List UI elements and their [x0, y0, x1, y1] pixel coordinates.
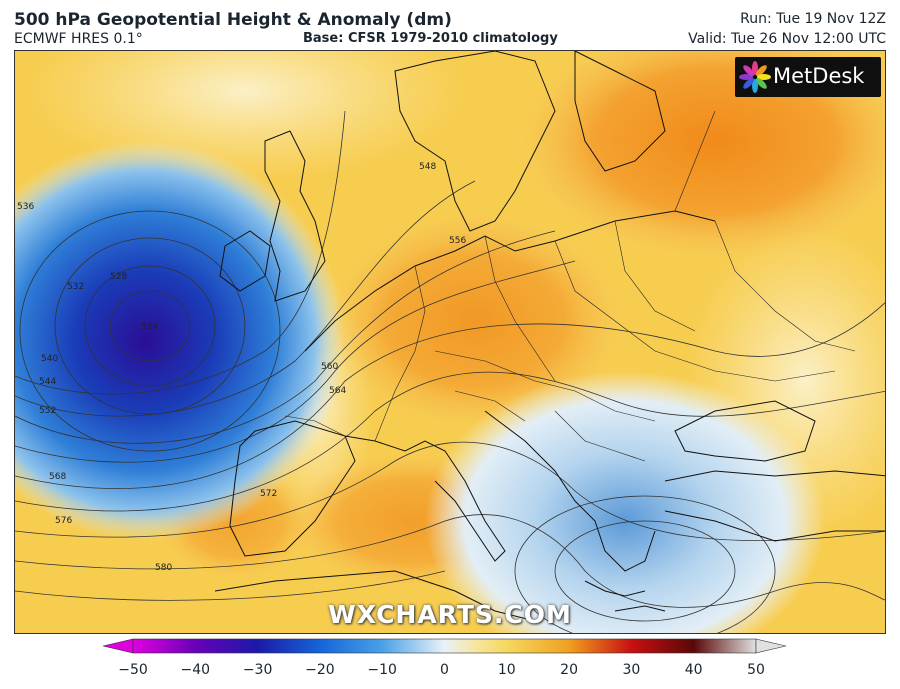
chart-title: 500 hPa Geopotential Height & Anomaly (d… — [14, 10, 452, 30]
contour-label-524: 524 — [141, 322, 158, 332]
colorbar-tick-label: −50 — [118, 662, 148, 678]
colorbar-min-arrow — [102, 638, 134, 654]
contour-label-532: 532 — [67, 282, 84, 292]
map-canvas: 524 528 532 536 540 544 548 552 556 560 … — [15, 51, 885, 633]
contour-label-552: 552 — [39, 406, 56, 416]
contour-label-556: 556 — [449, 236, 466, 246]
colorbar-tick-label: −30 — [242, 662, 273, 678]
contour-label-564: 564 — [329, 386, 346, 396]
contour-label-560: 560 — [321, 362, 338, 372]
valid-label: Valid: Tue 26 Nov 12:00 UTC — [688, 31, 886, 47]
colorbar-bar — [132, 638, 757, 654]
contour-label-group: 524 528 532 536 540 544 548 552 556 560 … — [17, 162, 466, 573]
model-label: ECMWF HRES 0.1° — [14, 31, 143, 47]
colorbar-graphic — [102, 638, 787, 654]
contour-label-536: 536 — [17, 202, 34, 212]
colorbar-tick-label: 40 — [684, 662, 703, 678]
negative-anomaly-balkans — [425, 371, 825, 633]
contour-label-548: 548 — [419, 162, 436, 172]
colorbar-tick-label: 0 — [440, 662, 449, 678]
contour-label-544: 544 — [39, 377, 56, 387]
run-label: Run: Tue 19 Nov 12Z — [740, 11, 886, 27]
colorbar-tick-label: −10 — [367, 662, 397, 678]
country-borders — [284, 110, 856, 462]
colorbar-tick-label: −40 — [180, 662, 211, 678]
chart-header: 500 hPa Geopotential Height & Anomaly (d… — [0, 0, 900, 50]
contour-label-540: 540 — [41, 354, 58, 364]
metdesk-logo-text: MetDesk — [773, 64, 865, 88]
contour-label-580: 580 — [155, 563, 172, 573]
positive-anomaly-northeast — [515, 51, 885, 261]
colorbar: −50 −40 −30 −20 −10 0 10 20 30 40 50 — [0, 636, 900, 689]
positive-anomaly-central — [325, 211, 625, 431]
colorbar-tick-label: 10 — [497, 662, 516, 678]
metdesk-logo: MetDesk — [735, 57, 881, 97]
height-contours — [15, 110, 885, 633]
metdesk-logo-icon — [739, 61, 771, 93]
contour-label-572: 572 — [260, 489, 277, 499]
colorbar-tick-label: 30 — [622, 662, 641, 678]
colorbar-tick-label: −20 — [305, 662, 335, 678]
contour-label-576: 576 — [55, 516, 72, 526]
colorbar-tick-label: 50 — [747, 662, 765, 678]
climatology-label: Base: CFSR 1979-2010 climatology — [303, 31, 558, 46]
contour-label-528: 528 — [110, 272, 127, 282]
anomaly-map: 524 528 532 536 540 544 548 552 556 560 … — [14, 50, 886, 634]
colorbar-max-arrow — [755, 638, 787, 654]
colorbar-tick-label: 20 — [560, 662, 579, 678]
contour-label-568: 568 — [49, 472, 66, 482]
watermark: WXCHARTS.COM — [328, 600, 572, 629]
